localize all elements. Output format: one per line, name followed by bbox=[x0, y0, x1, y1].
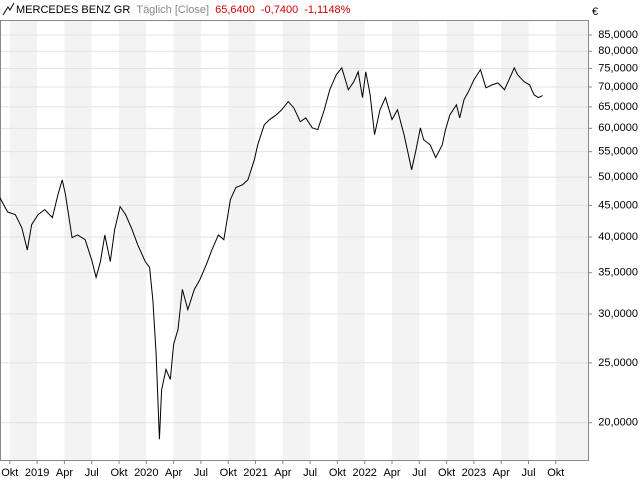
x-tick-label: Apr bbox=[383, 467, 400, 479]
band bbox=[119, 20, 147, 460]
change: -0,7400 bbox=[261, 4, 298, 16]
y-tick-label: 25,0000 bbox=[598, 357, 638, 369]
x-tick-label: Apr bbox=[493, 467, 510, 479]
x-tick-label: Okt bbox=[220, 467, 237, 479]
band bbox=[501, 20, 529, 460]
y-tick-label: 40,0000 bbox=[598, 231, 638, 243]
y-tick-label: 50,0000 bbox=[598, 171, 638, 183]
x-tick-label: Apr bbox=[165, 467, 182, 479]
x-tick-label: Jul bbox=[412, 467, 426, 479]
y-tick-label: 35,0000 bbox=[598, 267, 638, 279]
x-tick-label: 2023 bbox=[462, 467, 486, 479]
x-tick-label: Jul bbox=[194, 467, 208, 479]
band bbox=[228, 20, 256, 460]
y-tick-label: 85,0000 bbox=[598, 29, 638, 41]
band bbox=[282, 20, 311, 460]
last-price: 65,6400 bbox=[215, 4, 255, 16]
header: MERCEDES BENZ GR Täglich [Close] 65,6400… bbox=[2, 2, 351, 16]
y-tick-label: 60,0000 bbox=[598, 122, 638, 134]
x-tick-label: Okt bbox=[438, 467, 455, 479]
background-bands bbox=[9, 20, 588, 460]
chart-title: MERCEDES BENZ GR bbox=[16, 4, 130, 16]
band bbox=[555, 20, 588, 460]
plot-frame bbox=[0, 20, 589, 461]
currency: € bbox=[592, 6, 598, 18]
change-percent: -1,1148% bbox=[304, 4, 350, 16]
x-tick-label: Okt bbox=[110, 467, 127, 479]
band bbox=[9, 20, 38, 460]
band bbox=[446, 20, 474, 460]
x-tick-label: Okt bbox=[1, 467, 18, 479]
y-tick-label: 55,0000 bbox=[598, 146, 638, 158]
y-tick-label: 75,0000 bbox=[598, 62, 638, 74]
x-tick-label: 2019 bbox=[25, 467, 49, 479]
y-tick-label: 70,0000 bbox=[598, 81, 638, 93]
y-tick-label: 30,0000 bbox=[598, 308, 638, 320]
band bbox=[64, 20, 92, 460]
y-tick-label: 65,0000 bbox=[598, 101, 638, 113]
x-tick-label: Jul bbox=[303, 467, 317, 479]
chart-icon bbox=[2, 2, 15, 16]
x-tick-label: Apr bbox=[274, 467, 291, 479]
y-tick-label: 20,0000 bbox=[598, 417, 638, 429]
x-tick-label: 2021 bbox=[243, 467, 267, 479]
x-tick-label: 2020 bbox=[134, 467, 158, 479]
x-tick-label: Apr bbox=[56, 467, 73, 479]
x-tick-label: Jul bbox=[521, 467, 535, 479]
grid bbox=[0, 34, 588, 424]
y-tick-label: 45,0000 bbox=[598, 199, 638, 211]
band bbox=[173, 20, 201, 460]
x-tick-label: Jul bbox=[85, 467, 99, 479]
x-tick-label: Okt bbox=[547, 467, 564, 479]
band bbox=[337, 20, 365, 460]
price-line bbox=[0, 66, 543, 440]
interval: Täglich [Close] bbox=[136, 4, 209, 16]
x-tick-label: 2022 bbox=[352, 467, 376, 479]
y-tick-label: 80,0000 bbox=[598, 45, 638, 57]
band bbox=[392, 20, 420, 460]
x-tick-label: Okt bbox=[329, 467, 346, 479]
